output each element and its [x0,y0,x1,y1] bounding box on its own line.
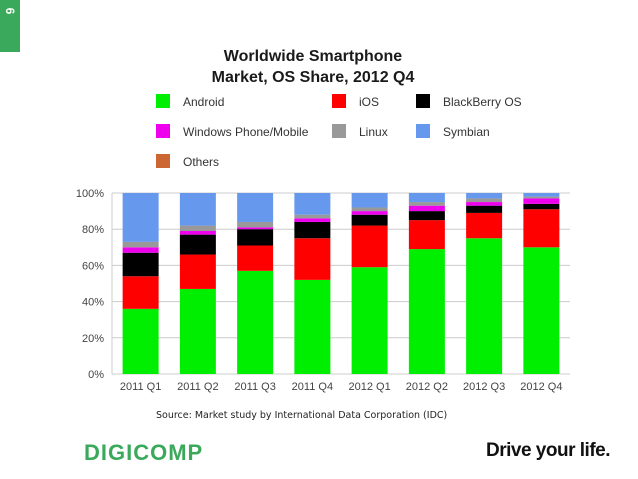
bar-blackberry-os-2012-q3 [466,205,503,213]
x-tick-label: 2011 Q1 [120,381,161,393]
bar-android-2011-q4 [294,279,331,374]
bar-android-2012-q1 [351,267,388,374]
bar-symbian-2011-q2 [179,193,216,226]
chart-container: Worldwide Smartphone Market, OS Share, 20… [60,0,580,420]
bar-linux-2012-q2 [408,202,445,206]
x-tick-label: 2011 Q4 [292,381,333,393]
legend-label-android: Android [183,95,224,109]
bar-linux-2011-q1 [122,241,159,248]
bar-android-2011-q2 [179,288,216,374]
bar-windows-phone-mobile-2012-q1 [351,211,388,215]
bar-windows-phone-mobile-2011-q2 [179,231,216,235]
bar-windows-phone-mobile-2012-q2 [408,205,445,212]
bar-android-2011-q3 [237,270,274,374]
legend-label-linux: Linux [359,125,388,139]
bar-android-2011-q1 [122,308,159,374]
legend-swatch-windows-phone-mobile [156,124,170,138]
bar-ios-2012-q2 [408,220,445,250]
bar-windows-phone-mobile-2011-q4 [294,218,331,222]
source-note: Source: Market study by International Da… [156,410,448,421]
x-tick-label: 2012 Q4 [520,381,562,393]
bar-ios-2011-q2 [179,254,216,289]
bar-ios-2012-q1 [351,225,388,268]
bar-symbian-2012-q1 [351,193,388,208]
bar-symbian-2012-q4 [523,193,560,197]
bar-ios-2011-q3 [237,245,274,271]
x-tick-label: 2012 Q2 [406,381,448,393]
bar-blackberry-os-2011-q4 [294,221,331,239]
legend-swatch-symbian [416,124,430,138]
y-tick-label: 20% [82,333,104,345]
legend-label-blackberry-os: BlackBerry OS [443,95,522,109]
x-tick-label: 2011 Q2 [177,381,218,393]
legend-label-ios: iOS [359,95,379,109]
bar-blackberry-os-2011-q2 [179,234,216,255]
bar-ios-2011-q4 [294,238,331,280]
x-tick-label: 2011 Q3 [234,381,275,393]
bar-linux-2011-q3 [237,221,274,228]
y-tick-label: 0% [88,369,104,381]
bar-symbian-2012-q3 [466,193,503,199]
x-tick-label: 2012 Q3 [463,381,505,393]
bar-symbian-2011-q1 [122,193,159,242]
bar-linux-2011-q2 [179,225,216,232]
legend-swatch-others [156,154,170,168]
stacked-bar-chart: Worldwide Smartphone Market, OS Share, 20… [76,48,570,393]
legend-swatch-linux [332,124,346,138]
bar-android-2012-q4 [523,247,560,374]
bar-ios-2012-q3 [466,212,503,239]
bar-blackberry-os-2011-q1 [122,252,159,277]
bar-linux-2012-q1 [351,207,388,212]
legend-swatch-android [156,94,170,108]
y-tick-label: 100% [76,188,104,200]
bar-windows-phone-mobile-2012-q4 [523,198,560,204]
bar-android-2012-q3 [466,238,503,374]
slide-number: 6 [3,7,17,15]
bar-symbian-2012-q2 [408,193,445,203]
chart-title-line-2: Market, OS Share, 2012 Q4 [212,69,415,86]
legend-label-symbian: Symbian [443,125,490,139]
bar-windows-phone-mobile-2011-q3 [237,227,274,230]
slide-number-tab: 6 [0,0,20,52]
bar-ios-2012-q4 [523,209,560,248]
bar-symbian-2011-q4 [294,193,331,215]
x-tick-label: 2012 Q1 [349,381,391,393]
tagline: Drive your life. [486,440,611,461]
legend-label-others: Others [183,155,219,169]
bar-windows-phone-mobile-2012-q3 [466,202,503,206]
legend-label-windows-phone-mobile: Windows Phone/Mobile [183,125,309,139]
digicomp-logo: DIGICOMP [84,440,204,465]
bar-blackberry-os-2012-q1 [351,214,388,226]
bar-symbian-2011-q3 [237,193,274,222]
bar-linux-2011-q4 [294,214,331,219]
legend-swatch-ios [332,94,346,108]
bar-ios-2011-q1 [122,276,159,309]
bar-linux-2012-q4 [523,196,560,199]
y-tick-label: 40% [82,297,104,309]
bar-blackberry-os-2012-q4 [523,203,560,210]
bar-linux-2012-q3 [466,198,503,203]
y-tick-label: 80% [82,224,104,236]
chart-title-line-1: Worldwide Smartphone [224,48,402,65]
bar-android-2012-q2 [408,249,445,374]
bar-windows-phone-mobile-2011-q1 [122,247,159,253]
y-tick-label: 60% [82,260,104,272]
bar-blackberry-os-2011-q3 [237,229,274,246]
bar-blackberry-os-2012-q2 [408,211,445,221]
legend-swatch-blackberry-os [416,94,430,108]
